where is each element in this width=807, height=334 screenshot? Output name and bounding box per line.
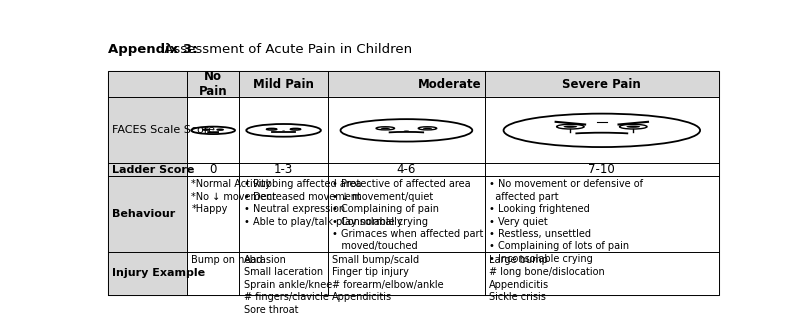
Text: Large bump
# long bone/dislocation
Appendicitis
Sickle crisis: Large bump # long bone/dislocation Appen… (489, 255, 605, 302)
Text: • Rubbing affected area
• Decreased movement
• Neutral expression
• Able to play: • Rubbing affected area • Decreased move… (244, 179, 402, 226)
Text: *Normal Activity
*No ↓ movement
*Happy: *Normal Activity *No ↓ movement *Happy (191, 179, 277, 214)
Text: Abrasion
Small laceration
Sprain ankle/knee
# fingers/clavicle
Sore throat: Abrasion Small laceration Sprain ankle/k… (244, 255, 332, 315)
Ellipse shape (423, 128, 432, 129)
Ellipse shape (626, 126, 640, 128)
Ellipse shape (293, 129, 298, 130)
Text: No
Pain: No Pain (199, 70, 228, 98)
Ellipse shape (563, 126, 577, 128)
Text: Injury Example: Injury Example (112, 268, 205, 278)
Text: • No movement or defensive of
  affected part
• Looking frightened
• Very quiet
: • No movement or defensive of affected p… (489, 179, 643, 264)
Ellipse shape (282, 130, 285, 131)
Text: Mild Pain: Mild Pain (253, 77, 314, 91)
Text: 0: 0 (210, 163, 217, 176)
Text: 1-3: 1-3 (274, 163, 293, 176)
Ellipse shape (381, 128, 390, 129)
Text: Small bump/scald
Finger tip injury
# forearm/elbow/ankle
Appendicitis: Small bump/scald Finger tip injury # for… (332, 255, 444, 302)
Text: Assessment of Acute Pain in Children: Assessment of Acute Pain in Children (160, 42, 412, 55)
Text: Bump on head: Bump on head (191, 255, 263, 265)
Text: Moderate: Moderate (417, 77, 481, 91)
Text: 4-6: 4-6 (397, 163, 416, 176)
Text: 7-10: 7-10 (588, 163, 615, 176)
Ellipse shape (269, 129, 274, 130)
Text: • Protective of affected area
• ↓ movement/quiet
• Complaining of pain
• Consola: • Protective of affected area • ↓ moveme… (332, 179, 483, 252)
Text: Ladder Score: Ladder Score (112, 165, 194, 175)
Text: Behaviour: Behaviour (112, 209, 175, 219)
Ellipse shape (205, 129, 207, 130)
Text: Severe Pain: Severe Pain (562, 77, 642, 91)
Text: Appendix 3:: Appendix 3: (108, 42, 198, 55)
Ellipse shape (219, 129, 222, 130)
Text: FACES Scale Score: FACES Scale Score (112, 125, 215, 135)
